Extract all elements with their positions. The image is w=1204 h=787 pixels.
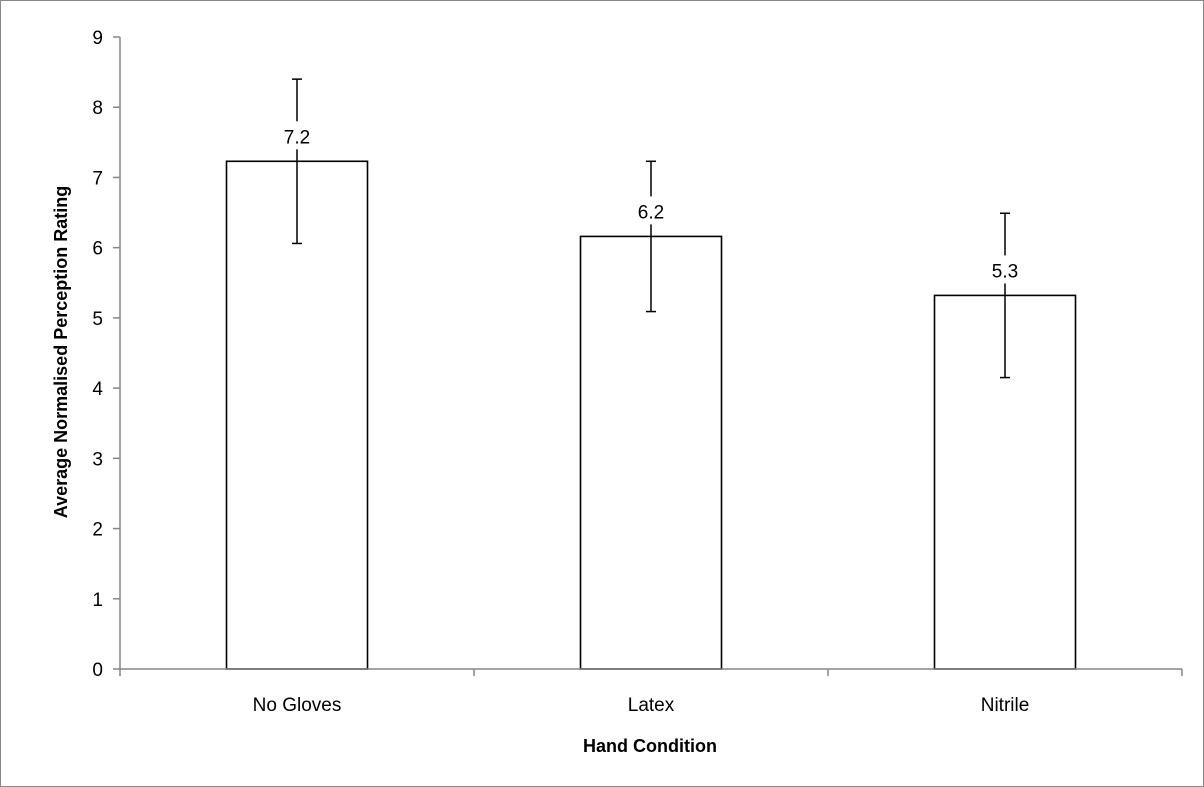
data-label: 6.2 — [638, 202, 664, 223]
y-tick-label: 2 — [92, 520, 103, 541]
y-tick-label: 9 — [92, 28, 103, 49]
x-tick-label: No Gloves — [253, 695, 342, 716]
y-tick-label: 5 — [92, 309, 103, 330]
y-tick-label: 3 — [92, 449, 103, 470]
data-label: 7.2 — [284, 127, 310, 148]
y-tick-label: 6 — [92, 239, 103, 260]
data-label: 5.3 — [992, 261, 1018, 282]
plot-area: 0 1 2 3 4 5 6 7 8 9 7.2 No Gloves 6.2 Latex 5.3 Nitrile — [92, 28, 1183, 716]
data-label-bg — [985, 258, 1025, 283]
x-axis-title: Hand Condition — [583, 736, 717, 756]
y-tick-label: 0 — [92, 660, 103, 681]
y-tick-label: 1 — [92, 590, 103, 611]
y-tick-label: 4 — [92, 379, 103, 400]
y-axis-title: Average Normalised Perception Rating — [51, 186, 71, 518]
y-tick-label: 8 — [92, 98, 103, 119]
data-label-bg — [631, 199, 671, 224]
x-tick-label: Nitrile — [981, 695, 1030, 716]
x-tick-label: Latex — [628, 695, 675, 716]
y-tick-label: 7 — [92, 168, 103, 189]
bar-no-gloves — [225, 160, 369, 670]
data-label-bg — [277, 124, 317, 149]
